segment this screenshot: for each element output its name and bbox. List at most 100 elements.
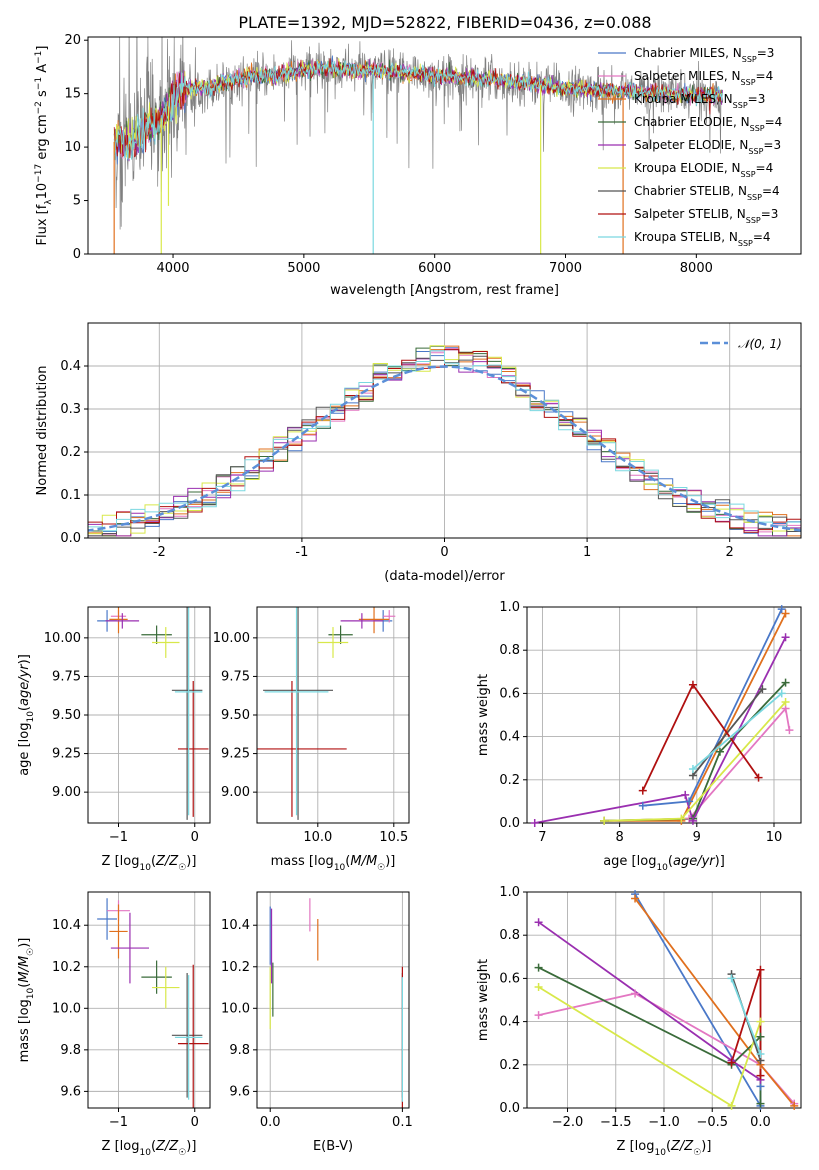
y-tick-label: 9.6	[229, 1084, 250, 1099]
x-tick-label: −1.5	[600, 1115, 632, 1130]
grid	[527, 606, 801, 824]
y-tick-label: 9.50	[52, 708, 81, 723]
axes-frame	[87, 322, 802, 539]
y-tick-label: 1.0	[499, 600, 520, 615]
plot-area	[88, 345, 801, 537]
legend-label: Salpeter ELODIE, NSSP=3	[634, 138, 781, 156]
label-part: ☉	[26, 948, 36, 956]
y-tick-label: 0.1	[60, 488, 81, 503]
weight-line	[538, 966, 762, 1104]
y-tick-label: 5	[73, 194, 81, 209]
y-tick-label: 0.0	[60, 531, 81, 546]
x-tick-label: 0	[440, 545, 448, 560]
legend-label-suffix: =4	[765, 115, 783, 129]
weight-marker	[781, 633, 790, 642]
legend-label-sub: SSP	[742, 55, 757, 64]
label-part: )]	[186, 1139, 196, 1154]
label-part: −17	[34, 164, 44, 183]
label-part: Z [log	[102, 854, 140, 869]
x-tick-label: 9	[693, 830, 701, 845]
y-tick-label: 10.0	[52, 1001, 81, 1016]
label-part: mass [log	[17, 999, 32, 1062]
y-axis-label: mass weight	[476, 959, 491, 1041]
legend-label: Chabrier MILES, NSSP=3	[634, 46, 774, 64]
x-axis-label: E(B-V)	[313, 1139, 353, 1154]
weight-line	[692, 692, 783, 770]
weight-marker	[534, 1011, 543, 1020]
x-tick-label: 0.0	[750, 1115, 771, 1130]
label-part: Flux [f	[35, 204, 50, 245]
x-tick-label: −1	[109, 830, 128, 845]
legend-label-main: Chabrier ELODIE, N	[634, 115, 750, 129]
legend-label-main: Salpeter MILES, N	[634, 69, 741, 83]
legend-label-suffix: =4	[756, 161, 774, 175]
legend-label-main: Kroupa STELIB, N	[634, 230, 738, 244]
legend-label-suffix: =3	[757, 46, 775, 60]
legend-label-suffix: =4	[756, 69, 774, 83]
x-axis-label: wavelength [Angstrom, rest frame]	[330, 283, 559, 298]
y-tick-label: 9.00	[52, 785, 81, 800]
weight-line	[730, 978, 762, 1055]
weight-marker	[631, 989, 640, 998]
label-part: age [log	[17, 723, 32, 776]
label-part: (	[151, 854, 156, 869]
legend-label: Chabrier ELODIE, NSSP=4	[634, 115, 782, 133]
weight-marker	[534, 963, 543, 972]
x-tick-label: 0.0	[260, 1115, 281, 1130]
label-part: (	[345, 854, 350, 869]
y-tick-label: 0.6	[499, 971, 520, 986]
x-axis-label: mass [log10(M/M☉)]	[271, 854, 396, 873]
y-tick-label: 9.6	[60, 1084, 81, 1099]
y-tick-label: 20	[64, 33, 81, 48]
weight-marker	[756, 1071, 765, 1080]
weight-marker	[790, 1101, 799, 1110]
x-tick-label: -1	[295, 545, 308, 560]
weight-marker	[727, 1101, 736, 1110]
legend-label: Kroupa ELODIE, NSSP=4	[634, 161, 773, 179]
plot-area	[113, 37, 723, 254]
x-tick-label: -2	[153, 545, 166, 560]
label-part: ]	[35, 46, 50, 51]
label-part: Z/Z	[670, 1139, 694, 1154]
x-tick-label: 6000	[418, 261, 451, 276]
x-axis-label: Z [log10(Z/Z☉)]	[102, 854, 197, 873]
plot-spectrum: 4000 5000 6000 7000 8000 0 5 10 15 20 wavelength […	[34, 33, 802, 298]
plot-area	[97, 607, 209, 820]
x-axis-label: (data-model)/error	[384, 569, 505, 584]
axes-frame	[87, 606, 211, 824]
label-part: 10	[139, 1148, 151, 1158]
legend-label-sub: SSP	[741, 78, 756, 87]
legend-label-sub: SSP	[746, 216, 761, 225]
weight-line	[534, 636, 787, 823]
weight-marker	[688, 765, 697, 773]
grid	[88, 607, 210, 823]
label-part: 10	[334, 863, 346, 873]
y-tick-label: 10.4	[52, 918, 81, 933]
x-axis-label: Z [log10(Z/Z☉)]	[102, 1139, 197, 1158]
x-tick-label: 0.1	[392, 1115, 413, 1130]
weight-marker	[534, 983, 543, 992]
y-tick-label: 10.4	[221, 918, 250, 933]
label-part: ☉	[178, 863, 186, 873]
label-part: )]	[715, 854, 725, 869]
x-tick-label: 1	[583, 545, 591, 560]
weight-marker	[727, 1058, 736, 1067]
y-tick-label: 9.75	[221, 669, 250, 684]
label-part: A	[35, 64, 50, 77]
label-part: 10	[26, 987, 36, 999]
x-tick-label: −2.0	[552, 1115, 584, 1130]
y-axis-label: Flux [fλ10−17 erg cm−2 s−1 A−1]	[34, 46, 54, 246]
x-tick-label: 10.5	[379, 830, 408, 845]
label-part: age/yr	[17, 663, 32, 706]
y-tick-label: 10.0	[221, 1001, 250, 1016]
weight-marker	[638, 786, 647, 795]
y-axis-label: mass [log10(M/M☉)]	[17, 938, 36, 1063]
plot-area	[269, 898, 403, 1108]
weight-line	[634, 897, 795, 1107]
y-tick-label: 9.75	[52, 669, 81, 684]
y-tick-label: 10	[64, 140, 81, 155]
y-tick-label: 9.00	[221, 785, 250, 800]
y-tick-label: 0	[73, 247, 81, 262]
